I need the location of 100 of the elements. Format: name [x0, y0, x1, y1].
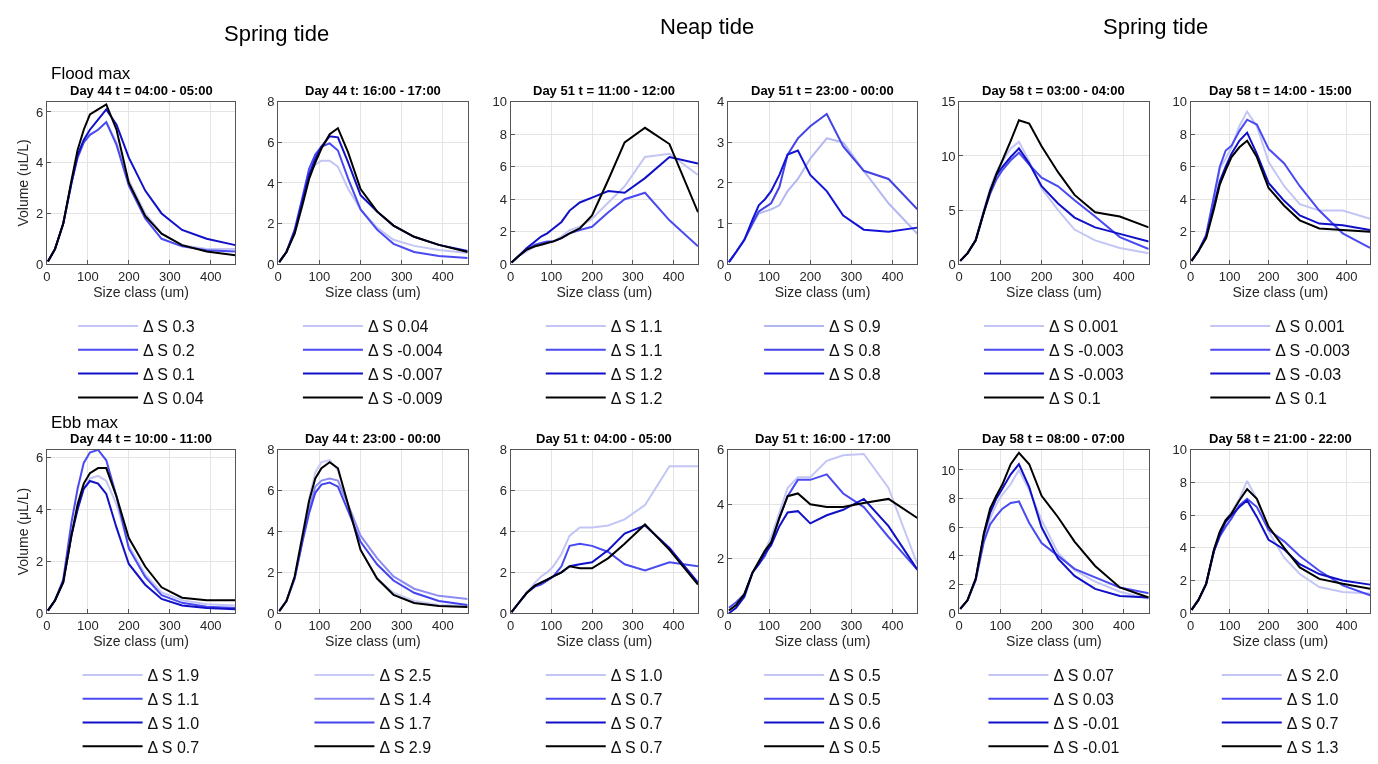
y-tick-label: 6	[36, 450, 44, 466]
x-tick-label: 400	[1335, 617, 1358, 633]
text: Spring tide	[224, 21, 330, 46]
y-tick-label: 4	[499, 191, 507, 207]
x-tick-label: 400	[432, 268, 454, 284]
x-tick-label: 300	[621, 617, 644, 633]
chart-title: Day 44 t: 16:00 - 17:00	[305, 83, 441, 98]
y-tick-label: 0	[267, 605, 275, 621]
y-tick-label: 2	[1179, 573, 1187, 589]
x-tick-label: 300	[1296, 268, 1319, 284]
y-tick-label: 4	[1179, 540, 1187, 556]
x-tick-label: 100	[540, 617, 563, 633]
y-tick-label: 2	[36, 205, 44, 221]
y-tick-label: 6	[267, 134, 275, 150]
chart-title: Day 58 t = 21:00 - 22:00	[1209, 431, 1352, 446]
x-tick-label: 400	[1113, 268, 1135, 284]
y-tick-label: 0	[1179, 605, 1187, 621]
x-tick-label: 100	[1218, 268, 1241, 284]
legend-label: Δ S 1.0	[610, 667, 663, 685]
y-tick-label: 8	[499, 126, 507, 142]
y-tick-label: 2	[717, 175, 725, 191]
y-tick-label: 4	[267, 524, 275, 540]
legend-label: Δ S 1.9	[147, 667, 200, 685]
legend-label: Δ S 1.3	[1286, 738, 1339, 756]
legend-label: Δ S 1.4	[379, 690, 432, 708]
x-tick-label: 100	[308, 268, 331, 284]
x-axis-title: Size class (um)	[93, 633, 189, 650]
legend-label: Δ S 2.5	[379, 667, 432, 685]
chart-title: Day 51 t: 04:00 - 05:00	[536, 431, 672, 446]
legend-label: Δ S 2.9	[379, 738, 432, 756]
x-tick-label: 100	[758, 617, 780, 633]
y-tick-label: 2	[1179, 224, 1187, 240]
legend-label: Δ S 0.7	[610, 690, 663, 708]
x-tick-label: 400	[662, 617, 685, 633]
legend-label: Δ S 0.1	[1048, 389, 1101, 407]
text: Neap tide	[660, 14, 755, 39]
legend-label: Δ S 1.1	[147, 690, 200, 708]
y-tick-label: 0	[948, 605, 956, 621]
legend-label: Δ S 1.7	[379, 714, 432, 732]
x-tick-label: 200	[799, 617, 822, 633]
y-tick-label: 1	[717, 216, 725, 232]
y-tick-label: 3	[717, 134, 725, 150]
x-tick-label: 100	[76, 268, 99, 284]
chart-title: Day 58 t = 14:00 - 15:00	[1209, 83, 1352, 98]
legend-label: Δ S 0.7	[147, 738, 200, 756]
y-tick-label: 6	[1179, 159, 1187, 175]
y-tick-label: 2	[499, 564, 507, 580]
x-tick-label: 300	[1296, 617, 1319, 633]
x-tick-label: 200	[349, 617, 372, 633]
y-tick-label: 6	[499, 159, 507, 175]
legend-label: Δ S 1.2	[610, 389, 663, 407]
y-tick-label: 2	[948, 577, 956, 593]
y-tick-label: 10	[1172, 442, 1187, 458]
y-tick-label: 4	[499, 524, 507, 540]
x-tick-label: 400	[199, 268, 222, 284]
line-series	[510, 126, 698, 264]
y-tick-label: 6	[36, 104, 44, 120]
x-tick-label: 300	[390, 268, 413, 284]
x-axis-title: Size class (um)	[325, 284, 421, 301]
legend-label: Δ S 0.7	[1286, 714, 1339, 732]
x-tick-label: 100	[989, 617, 1012, 633]
y-tick-label: 5	[948, 202, 956, 218]
y-tick-label: 6	[1179, 507, 1187, 523]
chart-title: Day 44 t = 04:00 - 05:00	[70, 83, 213, 98]
y-tick-label: 8	[267, 94, 275, 110]
legend-label: Δ S -0.009	[367, 389, 443, 407]
x-tick-label: 100	[540, 268, 563, 284]
legend-label: Δ S 1.1	[610, 318, 663, 336]
y-tick-label: 8	[267, 442, 275, 458]
legend-label: Δ S 0.3	[143, 318, 195, 336]
y-tick-label: 4	[717, 496, 725, 512]
legend-label: Δ S 0.8	[829, 342, 881, 360]
legend-label: Δ S 0.7	[610, 714, 663, 732]
y-tick-label: 10	[1172, 94, 1187, 110]
x-tick-label: 100	[1218, 617, 1241, 633]
x-tick-label: 200	[349, 268, 372, 284]
x-axis-title: Size class (um)	[1232, 633, 1329, 650]
y-tick-label: 6	[499, 483, 507, 499]
chart-title: Day 44 t: 23:00 - 00:00	[305, 431, 441, 446]
legend-label: Δ S 0.1	[1275, 389, 1327, 407]
y-tick-label: 4	[1179, 191, 1187, 207]
x-tick-label: 300	[390, 617, 413, 633]
x-tick-label: 400	[1113, 617, 1135, 633]
legend-label: Δ S 0.5	[829, 667, 881, 685]
y-tick-label: 2	[267, 216, 275, 232]
y-tick-label: 0	[499, 256, 507, 272]
x-axis-title: Size class (um)	[556, 284, 653, 301]
text: Ebb max	[51, 413, 119, 432]
y-tick-label: 0	[717, 256, 725, 272]
legend-label: Δ S -0.007	[367, 365, 443, 383]
y-tick-label: 15	[941, 94, 956, 110]
x-tick-label: 400	[662, 268, 685, 284]
y-tick-label: 4	[948, 548, 956, 564]
y-tick-label: 0	[717, 605, 725, 621]
legend-label: Δ S -0.003	[1048, 342, 1124, 360]
x-tick-label: 100	[308, 617, 331, 633]
x-tick-label: 200	[117, 268, 140, 284]
y-tick-label: 6	[267, 483, 275, 499]
x-tick-label: 200	[117, 617, 140, 633]
x-tick-label: 400	[1335, 268, 1358, 284]
